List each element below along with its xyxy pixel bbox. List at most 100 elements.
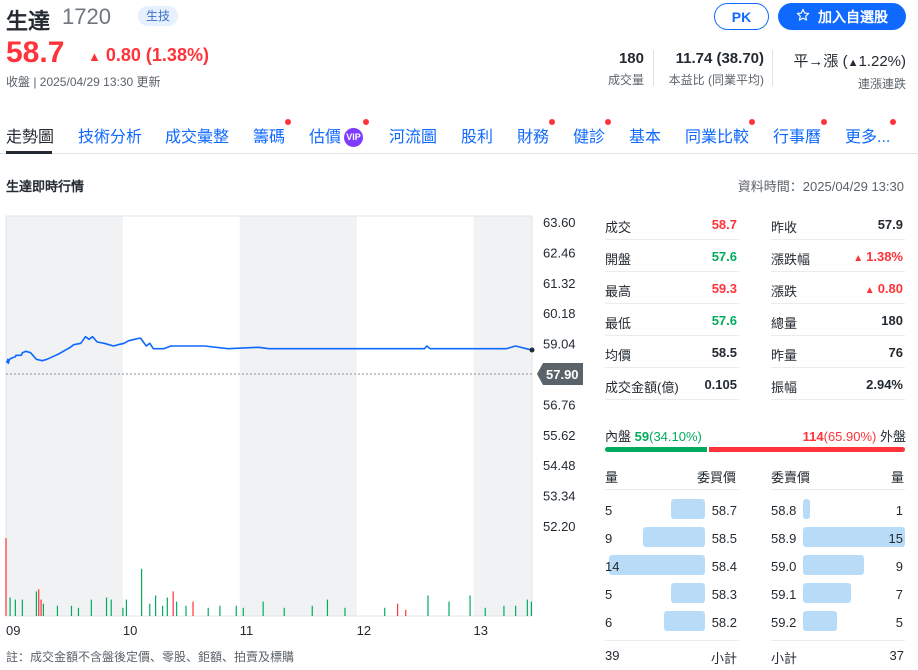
bid-row: 5 58.7: [605, 497, 739, 525]
close-time: 收盤 | 2025/04/29 13:30 更新: [6, 75, 161, 89]
quote-row: 成交金額(億) 0.105: [605, 368, 739, 400]
intraday-chart[interactable]: 63.60 62.46 61.32 60.18 59.04 56.76 55.62 54.48…: [0, 206, 600, 646]
x-tick-label: 13: [474, 623, 488, 638]
stock-name: 生達: [6, 9, 51, 34]
tab-3[interactable]: 成交彙整: [165, 123, 229, 147]
tab-11[interactable]: 同業比較: [685, 119, 756, 147]
quote-row: 昨量 76: [771, 336, 905, 368]
ask-row: 58.8 1: [771, 497, 905, 525]
quote-value: 2.94%: [866, 377, 903, 392]
outer-volume-label: 外盤: [879, 429, 906, 444]
bid-qty: 9: [605, 531, 613, 546]
add-watchlist-button[interactable]: 加入自選股: [778, 3, 906, 30]
ask-qty: 5: [895, 615, 903, 630]
y-tick-label: 54.48: [543, 458, 576, 473]
stat-pe-value: 11.74 (38.70): [675, 50, 764, 67]
tab-label: 財務: [517, 129, 550, 146]
ask-qty: 1: [895, 503, 903, 518]
bid-price: 58.3: [711, 587, 737, 602]
tab-7[interactable]: 股利: [461, 123, 493, 147]
quote-value: 76: [888, 345, 903, 360]
stock-code: 1720: [62, 4, 111, 29]
quote-label: 成交: [605, 220, 632, 235]
add-watchlist-label: 加入自選股: [818, 8, 888, 25]
active-tab-indicator: [6, 151, 52, 154]
ask-price: 59.2: [771, 615, 797, 630]
tab-4[interactable]: 籌碼: [253, 119, 292, 147]
x-tick-label: 10: [123, 623, 137, 638]
outer-volume-bar: [709, 447, 905, 452]
last-price-dot: [529, 347, 535, 353]
stat-volume: 180 成交量: [608, 50, 644, 88]
quote-label: 漲跌幅: [771, 252, 811, 267]
bid-price-header: 委買價: [697, 470, 737, 485]
tab-label: 河流圖: [389, 129, 438, 146]
bid-row: 6 58.2: [605, 609, 739, 637]
bid-total-label: 小計: [711, 651, 738, 666]
tab-6[interactable]: 河流圖: [389, 123, 437, 147]
ask-row: 59.1 7: [771, 581, 905, 609]
tab-label: 籌碼: [253, 129, 286, 146]
tab-5[interactable]: 估價 VIP: [309, 119, 370, 147]
quote-value: 58.7: [711, 217, 737, 232]
tab-13[interactable]: 更多...: [845, 119, 897, 147]
up-arrow-icon: ▲: [847, 57, 859, 69]
tab-12[interactable]: 行事曆: [773, 119, 828, 147]
tab-label: 股利: [461, 129, 494, 146]
quote-label: 最高: [605, 284, 632, 299]
industry-tag[interactable]: 生技: [138, 6, 179, 26]
quote-value: 59.3: [711, 281, 737, 296]
section-title: 生達即時行情: [6, 179, 85, 194]
x-tick-label: 09: [6, 623, 20, 638]
stat-streak-label: 連漲連跌: [857, 77, 906, 91]
y-tick-label: 56.76: [543, 397, 576, 412]
up-arrow-icon: ▲: [853, 253, 864, 264]
quote-row: 振幅 2.94%: [771, 368, 905, 400]
bid-volume-bar: [671, 499, 705, 519]
notification-dot-icon: [605, 119, 612, 125]
quote-label: 昨量: [771, 348, 798, 363]
pk-button[interactable]: PK: [714, 3, 769, 30]
tab-2[interactable]: 技術分析: [78, 123, 142, 147]
price-line: [6, 335, 533, 365]
tab-label: 更多...: [845, 129, 891, 146]
ask-price: 59.0: [771, 559, 797, 574]
tab-10[interactable]: 基本: [629, 123, 661, 147]
bid-volume-bar: [643, 527, 705, 547]
ask-qty: 9: [895, 559, 903, 574]
y-tick-label: 60.18: [543, 306, 576, 321]
ask-row: 59.0 9: [771, 553, 905, 581]
chart-border: [5, 215, 533, 617]
tab-label: 基本: [629, 129, 662, 146]
quote-label: 漲跌: [771, 284, 798, 299]
y-tick-label: 55.62: [543, 428, 576, 443]
quote-value: ▲ 1.38%: [853, 249, 903, 264]
ask-total: 37: [889, 648, 904, 663]
current-price: 58.7: [6, 36, 65, 69]
quote-label: 昨收: [771, 220, 798, 235]
tab-8[interactable]: 財務: [517, 119, 556, 147]
outer-volume: 114(65.90%) 外盤: [803, 426, 906, 445]
quote-row: 開盤 57.6: [605, 240, 739, 272]
inner-volume-value: 59: [634, 429, 650, 444]
inner-volume-pct: (34.10%): [649, 429, 702, 444]
tab-9[interactable]: 健診: [573, 119, 612, 147]
quote-row: 總量 180: [771, 304, 905, 336]
stat-volume-value: 180: [618, 50, 644, 67]
quote-label: 振幅: [771, 380, 798, 395]
bid-price: 58.5: [711, 531, 737, 546]
divider: [605, 489, 739, 490]
y-tick-label: 59.04: [543, 337, 576, 352]
y-tick-label: 61.32: [543, 276, 576, 291]
tab-1[interactable]: 走勢圖: [6, 123, 54, 147]
bid-volume-bar: [609, 555, 705, 575]
inner-volume-bar: [605, 447, 707, 452]
bid-qty: 6: [605, 615, 613, 630]
reference-price-label: 57.90: [546, 367, 579, 382]
bid-price: 58.4: [711, 559, 737, 574]
tab-label: 同業比較: [685, 129, 750, 146]
bid-qty: 5: [605, 503, 613, 518]
vip-badge-icon: VIP: [344, 128, 364, 147]
bid-price: 58.2: [711, 615, 737, 630]
tab-label: 行事曆: [773, 129, 822, 146]
